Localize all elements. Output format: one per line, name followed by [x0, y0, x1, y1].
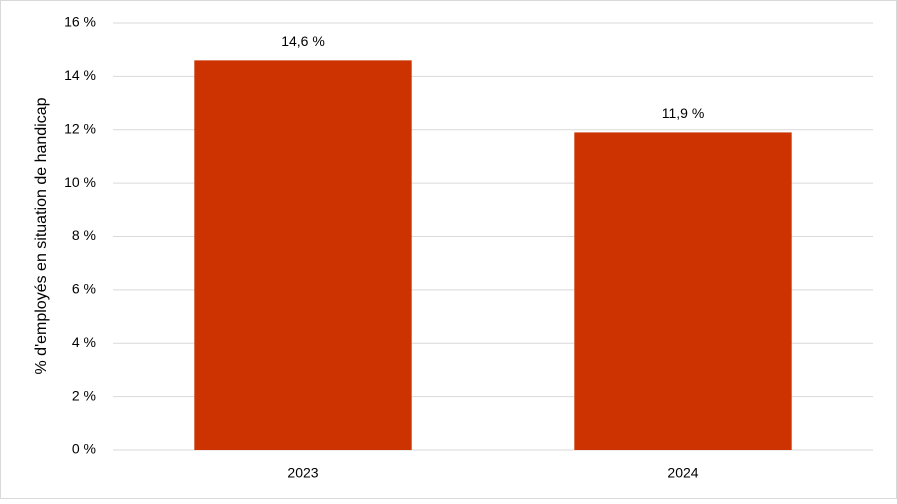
- x-tick-label: 2023: [287, 465, 318, 481]
- x-tick-label: 2024: [667, 465, 698, 481]
- data-label: 14,6 %: [281, 33, 325, 49]
- y-tick-label: 6 %: [72, 281, 96, 297]
- bar: [574, 132, 792, 450]
- y-tick-label: 10 %: [64, 174, 96, 190]
- y-tick-label: 8 %: [72, 227, 96, 243]
- y-tick-label: 14 %: [64, 67, 96, 83]
- bar: [194, 60, 412, 451]
- y-tick-label: 2 %: [72, 387, 96, 403]
- y-axis-label: % d'employés en situation de handicap: [33, 97, 50, 374]
- y-tick-label: 16 %: [64, 14, 96, 30]
- y-tick-label: 0 %: [72, 441, 96, 457]
- data-label: 11,9 %: [662, 105, 705, 121]
- y-tick-label: 12 %: [64, 120, 96, 136]
- y-tick-label: 4 %: [72, 334, 96, 350]
